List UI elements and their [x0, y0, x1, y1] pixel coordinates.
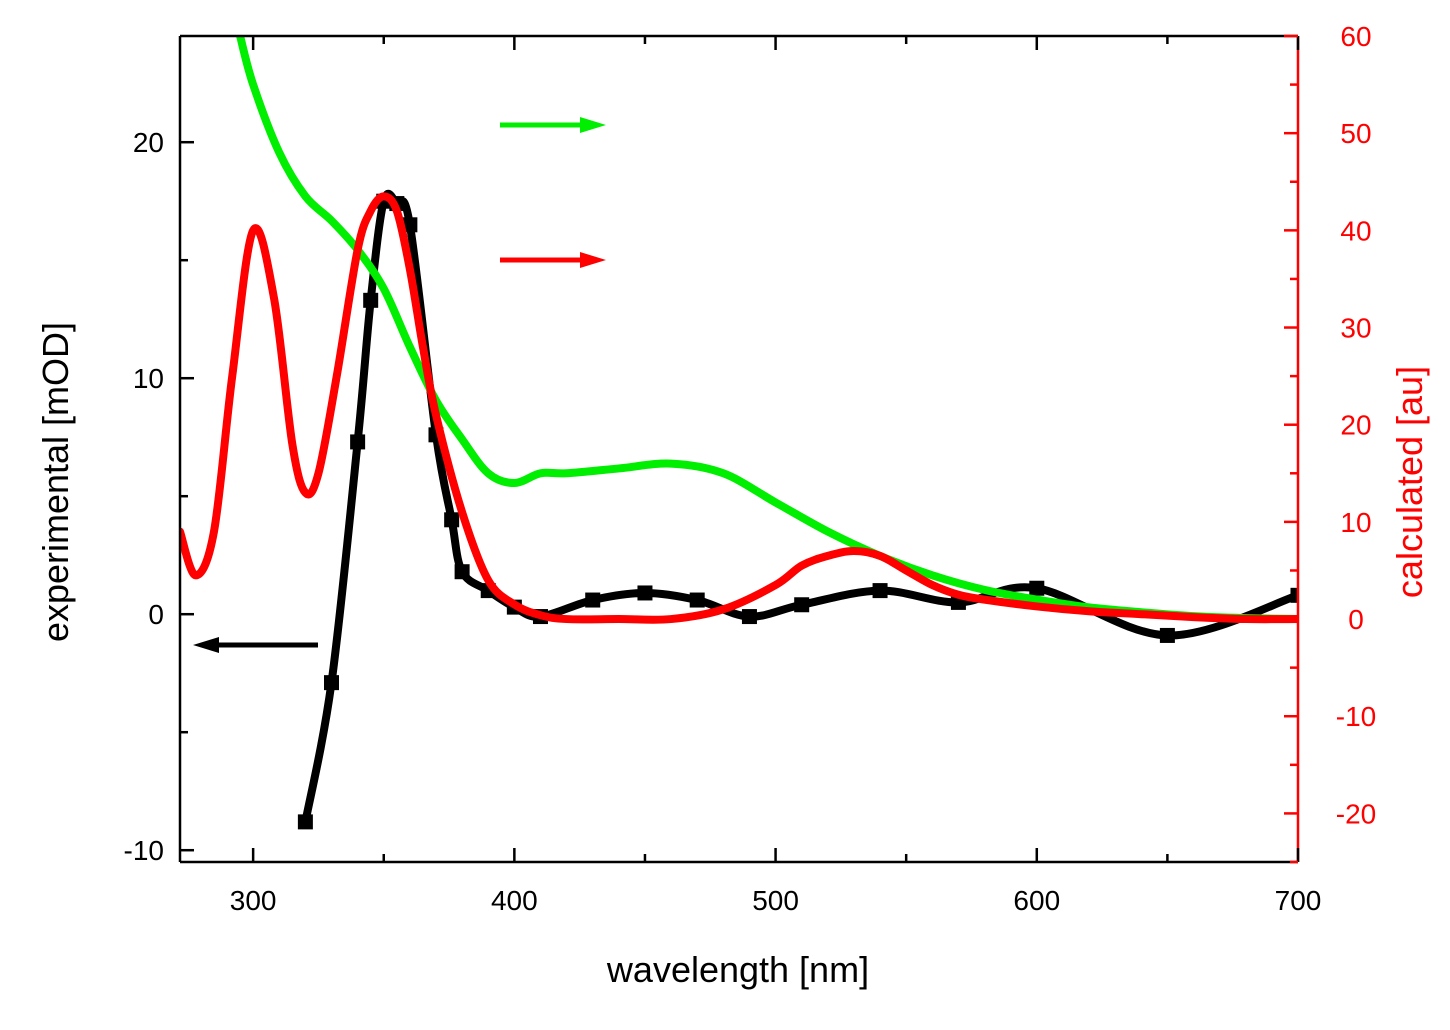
data-point-experimental-490	[741, 609, 757, 625]
series-line-experimental	[301, 189, 1298, 826]
y2-tick-label-50: 50	[1340, 118, 1371, 149]
y2-tick-label--20: -20	[1336, 798, 1376, 829]
axes-layer: 300 400 500 600 700 -10 0 10 20 -20 -10 0 10 20 30 40 50…	[124, 21, 1377, 916]
data-point-experimental-345	[363, 292, 379, 308]
data-point-experimental-330	[324, 675, 339, 691]
data-point-experimental-320	[297, 814, 313, 830]
data-point-experimental-600	[1029, 580, 1045, 596]
data-point-experimental-510	[794, 597, 810, 613]
arrow-calculated_green-head	[580, 117, 606, 133]
x-tick-label-400: 400	[491, 885, 538, 916]
data-point-experimental-380	[454, 564, 470, 580]
y2-tick-label-20: 20	[1340, 410, 1371, 441]
x-tick-label-600: 600	[1013, 885, 1060, 916]
y-axis-title: experimental [mOD]	[35, 322, 76, 642]
y-tick-label-0: 0	[148, 599, 164, 630]
y-tick-label-10: 10	[133, 363, 164, 394]
y2-tick-label-30: 30	[1340, 313, 1371, 344]
data-point-experimental-340	[350, 434, 366, 450]
series-layer	[180, 36, 1298, 830]
data-point-experimental-360	[402, 217, 418, 233]
y2-tick-label--10: -10	[1336, 701, 1376, 732]
data-point-experimental-376	[444, 512, 460, 528]
data-point-experimental-540	[872, 583, 888, 599]
y2-axis-title: calculated [au]	[1389, 366, 1430, 598]
arrow-calculated_red-head	[580, 252, 606, 268]
y-tick-label--10: -10	[124, 835, 164, 866]
y2-tick-label-60: 60	[1340, 21, 1371, 52]
series-line-calculated_red	[180, 192, 1298, 624]
x-tick-label-500: 500	[752, 885, 799, 916]
x-tick-label-300: 300	[230, 885, 277, 916]
y2-tick-label-10: 10	[1340, 507, 1371, 538]
y-tick-label-20: 20	[133, 127, 164, 158]
series-line-calculated_green	[236, 36, 1298, 624]
data-point-experimental-430	[585, 592, 601, 608]
y2-tick-label-40: 40	[1340, 215, 1371, 246]
arrow-experimental-head	[193, 637, 219, 653]
y2-tick-label-0: 0	[1348, 604, 1364, 635]
x-tick-label-700: 700	[1275, 885, 1322, 916]
data-point-experimental-650	[1159, 627, 1175, 643]
arrows-layer	[193, 117, 606, 653]
data-point-experimental-470	[689, 592, 705, 608]
data-point-experimental-450	[637, 585, 653, 601]
data-point-experimental-700	[1290, 587, 1298, 603]
x-axis-title: wavelength [nm]	[606, 949, 869, 990]
